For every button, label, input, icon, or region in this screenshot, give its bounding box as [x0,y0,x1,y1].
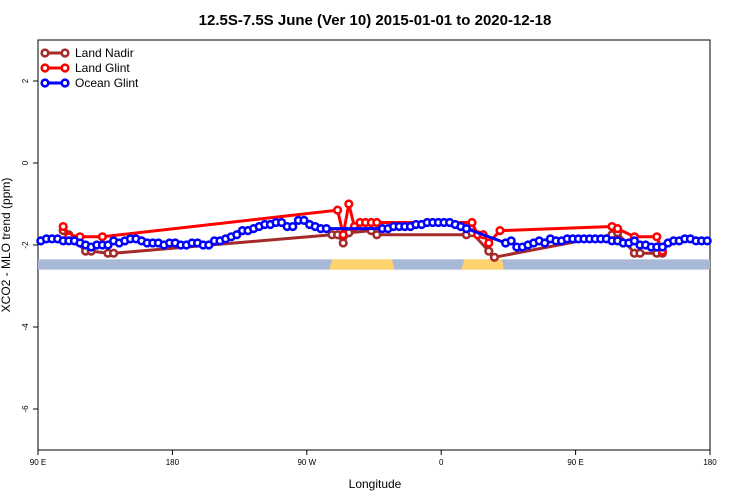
data-point-land-glint [338,230,348,240]
legend-label: Ocean Glint [75,76,139,90]
data-point-ocean-glint [540,238,550,248]
data-point-ocean-glint [204,240,214,250]
x-tick-label: 90 E [567,458,583,467]
legend-marker [60,63,70,73]
data-point-land-nadir [108,248,119,258]
data-point-ocean-glint [299,215,309,225]
data-point-land-nadir [484,246,494,256]
x-tick-label: 180 [166,458,180,467]
legend-marker [40,63,50,73]
land-ocean-band [38,259,710,270]
data-point-ocean-glint [277,217,287,228]
legend-marker [40,78,50,88]
data-point-land-glint [372,217,382,228]
data-point-ocean-glint [702,236,712,246]
legend-marker [60,78,70,88]
land-segment [461,259,504,270]
x-tick-label: 0 [439,458,444,467]
data-point-land-glint [652,232,662,242]
x-tick-label: 90 W [297,458,316,467]
legend-marker [40,48,50,58]
x-tick-label: 180 [703,458,717,467]
data-point-land-glint [333,205,343,215]
data-series [36,199,712,262]
data-point-land-glint [467,217,477,228]
y-tick-label: -2 [21,241,30,249]
data-point-land-glint [484,238,494,248]
data-point-land-glint [58,221,68,232]
legend-label: Land Glint [75,61,130,75]
legend-item-land-glint: Land Glint [40,61,130,75]
land-segment [329,259,395,270]
data-point-land-nadir [372,230,382,240]
plot-frame [37,39,711,451]
x-tick-label: 90 E [30,458,46,467]
y-tick-label: -6 [21,405,30,413]
y-axis-label: XCO2 - MLO trend (ppm) [0,178,13,313]
data-point-land-glint [495,226,505,236]
data-point-land-nadir [635,248,645,258]
data-point-ocean-glint [103,240,113,250]
x-axis-label: Longitude [349,477,402,491]
data-point-ocean-glint [629,236,640,246]
data-point-ocean-glint [506,236,516,246]
legend-item-ocean-glint: Ocean Glint [40,76,139,90]
data-point-land-nadir [338,238,348,248]
chart-title: 12.5S-7.5S June (Ver 10) 2015-01-01 to 2… [199,12,552,29]
data-point-land-glint [97,232,107,242]
legend-marker [60,48,70,58]
axes: 90 E 180 90 W 0 90 E 180 2 0 -2 -4 -6 [21,78,717,467]
data-point-ocean-glint [657,242,668,252]
legend-label: Land Nadir [75,46,134,60]
data-point-land-nadir [489,252,500,262]
legend-item-land-nadir: Land Nadir [40,46,134,60]
data-point-land-glint [612,224,623,234]
data-point-ocean-glint [232,230,242,240]
series-ocean-glint [36,215,712,252]
data-point-ocean-glint [321,224,332,234]
data-point-ocean-glint [461,224,472,234]
data-point-land-glint [344,199,354,209]
y-tick-label: -4 [21,323,30,331]
y-tick-label: 2 [21,78,30,83]
y-tick-label: 0 [21,160,30,165]
data-point-ocean-glint [288,221,298,232]
